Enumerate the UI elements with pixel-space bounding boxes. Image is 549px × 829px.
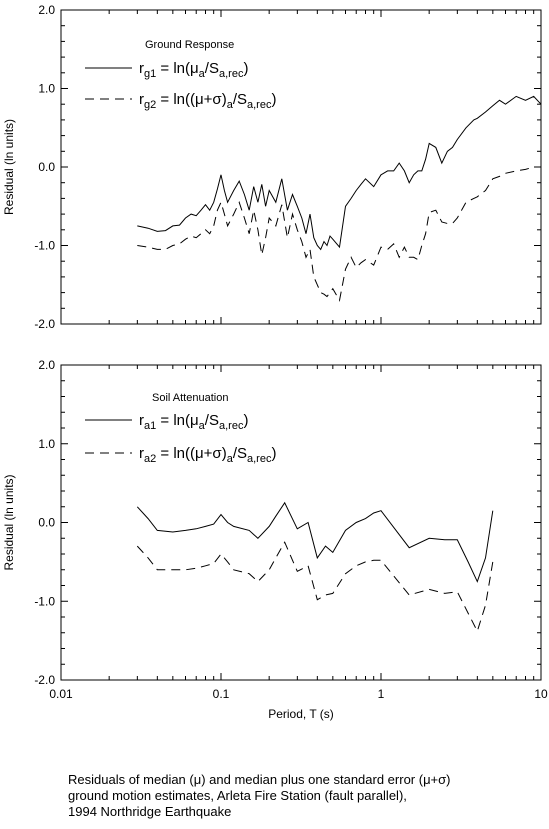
y-axis-label: Residual (ln units): [2, 119, 16, 215]
caption-line-3: 1994 Northridge Earthquake: [68, 804, 232, 819]
legend-title: Soil Attenuation: [152, 392, 228, 404]
series-line-1: [136, 501, 494, 583]
y-tick-label: 0.0: [38, 516, 55, 530]
y-tick-label: -1.0: [34, 239, 55, 253]
y-tick-label: 2.0: [38, 358, 55, 372]
y-tick-label: 1.0: [38, 437, 55, 451]
x-tick-label: 0.01: [49, 687, 73, 701]
figure-caption: Residuals of median (μ) and median plus …: [68, 772, 538, 820]
legend-entry-2: ra2 = ln((μ+σ)a/Sa,rec): [139, 445, 276, 465]
x-tick-label: 0.1: [213, 687, 230, 701]
chart-panel-top: 2.0 1.0 0.0 -1.0 -2.0 Residual (ln units) Grou…: [2, 3, 542, 331]
y-tick-label: 1.0: [38, 82, 55, 96]
plot-frame: [60, 364, 542, 681]
x-tick-label: 1: [378, 687, 385, 701]
caption-line-1: Residuals of median (μ) and median plus …: [68, 772, 451, 787]
y-axis-label: Residual (ln units): [2, 474, 16, 570]
chart-panel-bottom: 2.0 1.0 0.0 -1.0 -2.00.01 0.1 1 10 Residual (ln …: [2, 358, 548, 721]
caption-line-2: ground motion estimates, Arleta Fire Sta…: [68, 788, 407, 803]
legend-entry-1: ra1 = ln(μa/Sa,rec): [139, 412, 248, 432]
y-tick-label: 0.0: [38, 160, 55, 174]
y-tick-label: -2.0: [34, 317, 55, 331]
series-line-1: [137, 95, 541, 251]
y-tick-label: -2.0: [34, 673, 55, 687]
y-tick-label: -1.0: [34, 594, 55, 608]
series-line-2: [137, 166, 541, 302]
series-line-2: [136, 541, 494, 633]
plot-frame: [60, 9, 542, 325]
legend-title: Ground Response: [145, 39, 234, 51]
y-tick-label: 2.0: [38, 3, 55, 17]
x-axis-label: Period, T (s): [268, 707, 334, 721]
legend-entry-1: rg1 = ln(μa/Sa,rec): [139, 60, 248, 80]
x-tick-label: 10: [534, 687, 548, 701]
figure: 2.0 1.0 0.0 -1.0 -2.0 Residual (ln units) Grou…: [2, 3, 548, 721]
legend-entry-2: rg2 = ln((μ+σ)a/Sa,rec): [139, 91, 276, 111]
